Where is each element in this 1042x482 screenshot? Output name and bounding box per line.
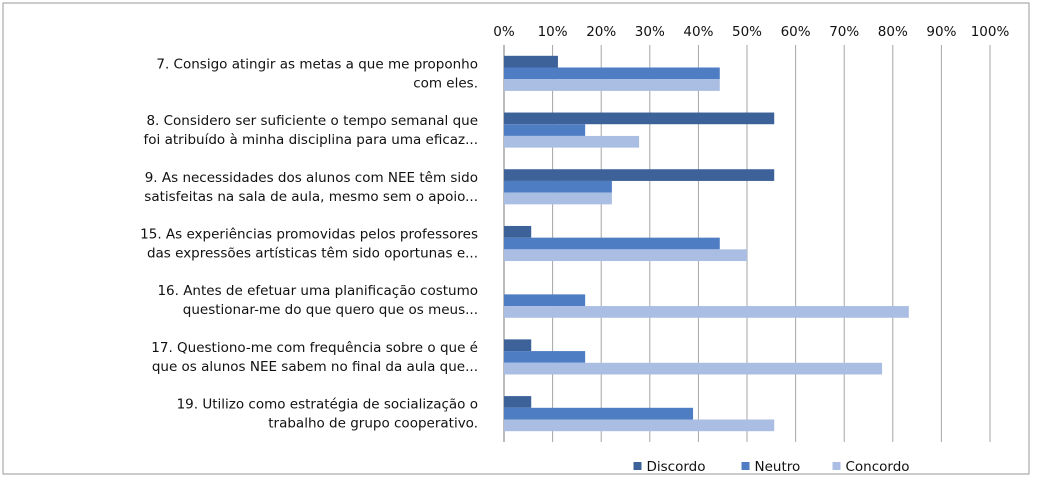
bar (504, 396, 532, 408)
y-tick-label: com eles. (413, 75, 478, 91)
bar (504, 225, 532, 238)
x-tick-label: 10% (538, 24, 568, 40)
bar (504, 67, 720, 80)
legend-swatch (633, 462, 642, 470)
y-tick-label: 7. Consigo atingir as metas a que me pro… (156, 56, 478, 72)
bar (504, 169, 775, 181)
bar (504, 294, 586, 307)
bar (504, 180, 612, 193)
x-tick-label: 80% (878, 24, 908, 40)
legend-label: Neutro (755, 459, 801, 475)
x-tick-label: 20% (586, 24, 616, 40)
bar (504, 362, 883, 375)
y-tick-label: trabalho de grupo cooperativo. (268, 416, 478, 432)
bar (504, 351, 586, 363)
y-tick-label: 19. Utilizo como estratégia de socializa… (177, 397, 478, 413)
x-tick-label: 40% (683, 24, 713, 40)
y-tick-label: 15. As experiências promovidas pelos pro… (140, 227, 478, 243)
bar (504, 339, 532, 352)
y-tick-label: 16. Antes de efetuar uma planificação co… (157, 283, 478, 299)
y-tick-label: das expressões artísticas têm sido oport… (147, 246, 478, 262)
bar (504, 55, 558, 68)
bar (504, 306, 909, 318)
legend-swatch (741, 462, 750, 470)
y-tick-label: questionar-me do que quero que os meus..… (183, 302, 478, 318)
x-tick-label: 100% (971, 24, 1010, 40)
legend-label: Discordo (647, 459, 706, 475)
x-tick-label: 60% (781, 24, 811, 40)
y-tick-label: 8. Considero ser suficiente o tempo sema… (146, 113, 478, 129)
bar (504, 112, 775, 125)
x-tick-label: 90% (926, 24, 956, 40)
x-tick-label: 70% (829, 24, 859, 40)
x-tick-label: 50% (732, 24, 762, 40)
bar (504, 249, 747, 262)
y-tick-label: 9. As necessidades dos alunos com NEE tê… (145, 170, 478, 186)
bar (504, 419, 775, 432)
bar (504, 124, 586, 136)
legend-swatch (832, 462, 841, 470)
y-tick-label: que os alunos NEE sabem no final da aula… (152, 359, 478, 375)
bar (504, 135, 640, 148)
legend-label: Concordo (846, 459, 910, 475)
bar (504, 192, 612, 205)
y-tick-label: satisfeitas na sala de aula, mesmo sem o… (144, 189, 478, 205)
x-tick-label: 0% (493, 24, 515, 40)
bar (504, 407, 694, 420)
y-tick-label: foi atribuído à minha disciplina para um… (144, 132, 478, 148)
bar (504, 237, 720, 250)
bar (504, 79, 720, 91)
x-tick-label: 30% (635, 24, 665, 40)
y-tick-label: 17. Questiono-me com frequência sobre o … (151, 340, 478, 356)
